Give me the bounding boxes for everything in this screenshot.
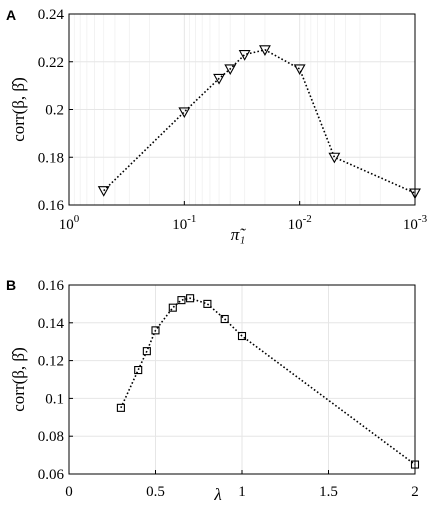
y-tick-label: 0.22 (38, 55, 64, 71)
x-tick-label: 0 (65, 484, 73, 500)
data-point (213, 73, 225, 85)
grid-b (68, 284, 416, 475)
y-tick-label: 0.16 (38, 198, 65, 214)
y-tick-label: 0.08 (38, 429, 64, 445)
series-line (103, 48, 416, 194)
data-point (237, 331, 247, 341)
data-point (151, 326, 160, 335)
data-point (142, 347, 151, 356)
data-point (97, 186, 110, 197)
y-tick-label: 0.2 (45, 103, 64, 119)
data-point (116, 403, 125, 412)
x-axis-label: π̃₁ (231, 225, 247, 244)
y-axis-label: corr(β, β̂) (9, 347, 28, 412)
data-point (259, 45, 271, 56)
x-tick-label: 10-2 (288, 213, 312, 233)
x-tick-label: 1 (238, 484, 246, 500)
data-point (328, 152, 341, 164)
y-tick-label: 0.1 (45, 391, 64, 407)
x-tick-label: 100 (59, 213, 80, 233)
x-tick-label: 10-1 (172, 213, 196, 233)
y-tick-label: 0.06 (38, 467, 65, 483)
series-line (120, 297, 416, 466)
data-point (224, 64, 237, 76)
y-tick-label: 0.16 (38, 278, 65, 294)
x-tick-label: 1.5 (319, 484, 338, 500)
data-point (134, 365, 143, 375)
y-tick-label: 0.24 (38, 7, 65, 23)
y-axis-label: corr(β, β̂) (9, 77, 28, 142)
data-point (178, 107, 191, 119)
data-point (186, 294, 195, 303)
panel-label-a: A (6, 7, 16, 23)
x-tick-label: 10-3 (403, 213, 428, 233)
data-point (238, 50, 251, 61)
y-tick-label: 0.14 (38, 316, 65, 332)
y-tick-label: 0.12 (38, 354, 64, 370)
x-tick-label: 2 (411, 484, 419, 500)
grid-major-a (68, 13, 416, 206)
panel-a: 0.16 0.18 0.2 0.22 0.24 100 10-1 10-2 10-3 π̃₁ cor… (6, 7, 428, 244)
x-tick-label: 0.5 (146, 484, 165, 500)
data-point (168, 303, 177, 312)
data-point (203, 299, 212, 308)
panel-label-b: B (6, 277, 16, 293)
y-tick-label: 0.18 (38, 150, 64, 166)
data-point (410, 460, 420, 469)
data-point (409, 188, 421, 200)
data-point (293, 64, 306, 76)
panel-b: 0.06 0.08 0.1 0.12 0.14 0.16 0 0.5 1 1.5 2 λ corr(β,… (6, 277, 420, 504)
data-point (220, 314, 229, 324)
x-axis-label: λ (213, 485, 221, 504)
data-point (177, 296, 186, 305)
